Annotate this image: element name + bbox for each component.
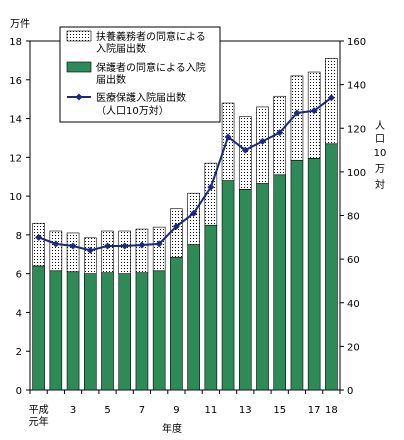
bar-family-consent bbox=[135, 228, 149, 273]
y-right-tick-label: 20 bbox=[347, 342, 360, 353]
bar-guardian-consent bbox=[135, 272, 149, 391]
line-point bbox=[35, 233, 43, 241]
y-left-tick-label: 18 bbox=[9, 37, 22, 48]
bar-family-consent bbox=[101, 230, 114, 273]
bar-guardian-consent bbox=[170, 256, 183, 391]
bar-guardian-consent bbox=[204, 224, 218, 391]
bar-family-consent bbox=[290, 75, 304, 161]
y-left-tick-label: 6 bbox=[16, 270, 22, 281]
x-tick-label: 17 bbox=[308, 405, 321, 416]
y-right-axis-label: 人 bbox=[375, 120, 385, 132]
y-right-tick-label: 100 bbox=[347, 168, 366, 179]
line-point bbox=[69, 242, 77, 250]
line-point bbox=[104, 242, 111, 250]
y-right-tick-label: 40 bbox=[347, 299, 360, 310]
bar-guardian-consent bbox=[290, 159, 304, 391]
bar-guardian-consent bbox=[118, 273, 132, 391]
legend-label: 医療保護入院届出数 bbox=[96, 91, 186, 104]
y-right-tick-label: 120 bbox=[347, 124, 366, 135]
line-point bbox=[172, 222, 180, 230]
bar-family-consent bbox=[83, 237, 97, 274]
y-left-tick-label: 8 bbox=[16, 231, 22, 242]
y-left-tick-label: 12 bbox=[9, 153, 22, 164]
x-tick-label: 5 bbox=[104, 405, 110, 416]
line-point bbox=[121, 242, 129, 250]
y-right-tick-label: 80 bbox=[347, 212, 360, 223]
x-tick-label: 18 bbox=[325, 405, 338, 416]
bar-guardian-consent bbox=[256, 183, 269, 391]
bar-guardian-consent bbox=[187, 244, 200, 391]
y-right-axis-label: 10 bbox=[374, 148, 387, 159]
line-point bbox=[207, 183, 215, 191]
bar-family-consent bbox=[66, 232, 80, 273]
y-right-tick-label: 140 bbox=[347, 81, 366, 92]
legend-box bbox=[59, 26, 221, 123]
bar-guardian-consent bbox=[101, 272, 114, 391]
bar-guardian-consent bbox=[238, 189, 252, 391]
x-tick-label: 15 bbox=[273, 405, 286, 416]
line-point bbox=[224, 133, 232, 141]
y-left-unit-label: 万件 bbox=[10, 18, 30, 30]
bar-family-consent bbox=[152, 226, 166, 272]
y-left-tick-label: 2 bbox=[16, 347, 22, 358]
line-point bbox=[276, 129, 284, 137]
y-left-tick-label: 10 bbox=[9, 192, 22, 203]
x-tick-label: 7 bbox=[139, 405, 145, 416]
line-point bbox=[310, 107, 318, 115]
x-tick-label: 元年 bbox=[29, 415, 49, 428]
bar-family-consent bbox=[256, 106, 269, 184]
legend-label: 保護者の同意による入院 bbox=[96, 61, 206, 74]
bar-family-consent bbox=[187, 192, 200, 245]
legend-label: 入院届出数 bbox=[96, 42, 146, 55]
bar-guardian-consent bbox=[152, 270, 166, 391]
bar-guardian-consent bbox=[273, 174, 287, 391]
line-point bbox=[155, 240, 163, 248]
y-right-axis-label: 対 bbox=[375, 178, 385, 191]
line-point bbox=[86, 246, 94, 254]
legend-label: （人口10万対） bbox=[96, 104, 169, 117]
y-left-tick-label: 14 bbox=[9, 115, 22, 126]
x-tick-label: 13 bbox=[239, 405, 252, 416]
x-tick-label: 平成 bbox=[29, 404, 49, 416]
legend-swatch-marker bbox=[75, 93, 83, 101]
x-tick-label: 9 bbox=[173, 405, 179, 416]
x-axis-label: 年度 bbox=[162, 422, 182, 435]
bar-guardian-consent bbox=[307, 158, 321, 391]
line-point bbox=[259, 137, 266, 145]
bar-family-consent bbox=[118, 230, 132, 274]
bar-guardian-consent bbox=[83, 273, 97, 391]
y-right-axis-label: 万 bbox=[375, 164, 385, 175]
y-right-tick-label: 160 bbox=[347, 37, 366, 48]
y-left-tick-label: 16 bbox=[9, 76, 22, 87]
bar-family-consent bbox=[170, 208, 183, 258]
bar-family-consent bbox=[307, 71, 321, 159]
line-point bbox=[138, 241, 146, 249]
line-point bbox=[293, 109, 301, 117]
line-per-100k bbox=[38, 96, 332, 252]
line-point bbox=[241, 146, 249, 154]
legend-swatch-guardian-consent bbox=[66, 61, 92, 73]
bar-guardian-consent bbox=[49, 270, 63, 391]
y-left-tick-label: 0 bbox=[16, 386, 22, 397]
line-point bbox=[52, 240, 60, 248]
line-point bbox=[327, 94, 335, 102]
bar-guardian-consent bbox=[325, 143, 338, 391]
line-point bbox=[190, 209, 198, 217]
y-right-tick-label: 0 bbox=[347, 386, 353, 397]
legend-swatch-family-consent bbox=[66, 30, 92, 42]
bar-guardian-consent bbox=[66, 271, 80, 391]
x-tick-label: 11 bbox=[204, 405, 217, 416]
bar-guardian-consent bbox=[32, 265, 45, 391]
legend-label: 扶養義務者の同意による bbox=[96, 30, 206, 43]
bar-family-consent bbox=[32, 222, 45, 267]
legend-label: 届出数 bbox=[96, 73, 126, 86]
x-tick-label: 3 bbox=[70, 405, 76, 416]
bar-family-consent bbox=[49, 230, 63, 272]
y-right-tick-label: 60 bbox=[347, 255, 360, 266]
y-left-tick-label: 4 bbox=[16, 308, 22, 319]
bar-family-consent bbox=[221, 102, 235, 181]
y-right-axis-label: 口 bbox=[375, 134, 385, 145]
bar-guardian-consent bbox=[221, 180, 235, 391]
